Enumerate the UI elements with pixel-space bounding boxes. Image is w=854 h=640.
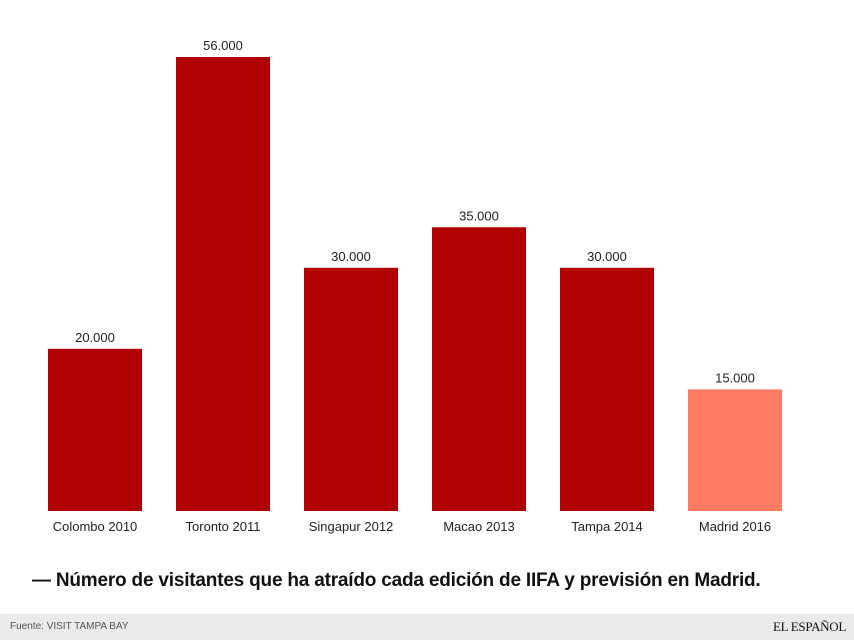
category-label: Madrid 2016 bbox=[699, 519, 771, 534]
value-label: 30.000 bbox=[331, 249, 371, 264]
bar-singapur-2012 bbox=[304, 267, 398, 511]
value-label: 35.000 bbox=[459, 208, 499, 223]
source-text: Fuente: VISIT TAMPA BAY bbox=[10, 621, 129, 632]
chart-caption: — Número de visitantes que ha atraído ca… bbox=[32, 570, 761, 591]
value-label: 30.000 bbox=[587, 249, 627, 264]
category-label: Singapur 2012 bbox=[309, 519, 394, 534]
value-label: 20.000 bbox=[75, 330, 115, 345]
category-label: Toronto 2011 bbox=[186, 519, 261, 534]
bar-tampa-2014 bbox=[560, 267, 654, 511]
value-label: 56.000 bbox=[203, 38, 243, 53]
bar-colombo-2010 bbox=[48, 348, 142, 511]
bar-toronto-2011 bbox=[176, 57, 270, 511]
el-espanol-logo: EL ESPAÑOL bbox=[773, 619, 846, 634]
category-label: Macao 2013 bbox=[443, 519, 515, 534]
bar-macao-2013 bbox=[432, 227, 526, 511]
bar-chart: 20.000 Colombo 2010 56.000 Toronto 2011 30.0… bbox=[48, 38, 782, 534]
category-label: Tampa 2014 bbox=[571, 519, 643, 534]
bar-madrid-2016 bbox=[688, 389, 782, 511]
value-label: 15.000 bbox=[715, 370, 755, 385]
category-label: Colombo 2010 bbox=[53, 519, 138, 534]
footer-bar: Fuente: VISIT TAMPA BAY EL ESPAÑOL bbox=[0, 614, 854, 640]
